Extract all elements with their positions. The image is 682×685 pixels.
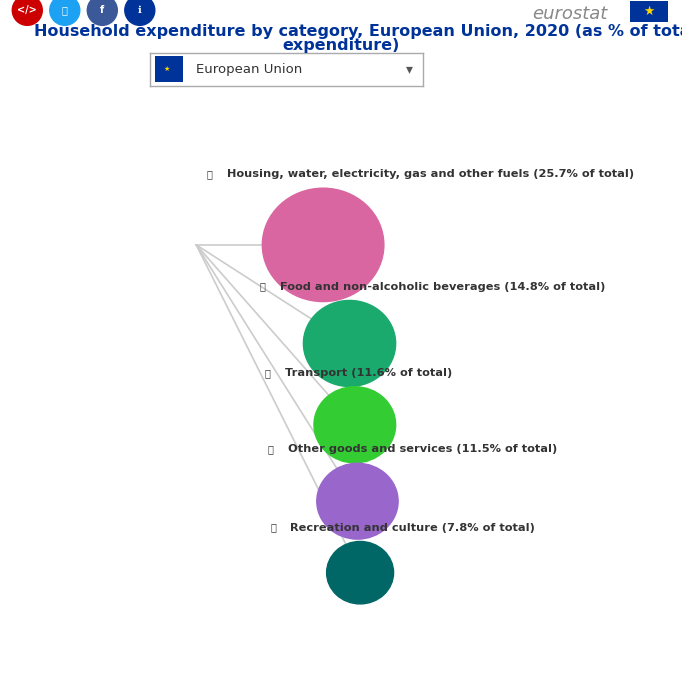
Text: Transport (11.6% of total): Transport (11.6% of total)	[285, 368, 452, 378]
Text: Recreation and culture (7.8% of total): Recreation and culture (7.8% of total)	[291, 523, 535, 532]
Text: </>: </>	[18, 5, 37, 15]
Text: eurostat: eurostat	[532, 5, 607, 23]
Circle shape	[303, 301, 396, 386]
Circle shape	[263, 188, 384, 301]
Text: ℹ: ℹ	[138, 5, 142, 15]
Text: expenditure): expenditure)	[282, 38, 400, 53]
Text: Food and non-alcoholic beverages (14.8% of total): Food and non-alcoholic beverages (14.8% …	[280, 282, 605, 292]
Text: 📊: 📊	[260, 282, 265, 292]
Text: f: f	[100, 5, 104, 15]
Text: 🐦: 🐦	[62, 5, 68, 15]
Text: ▾: ▾	[406, 62, 413, 76]
Circle shape	[314, 387, 396, 463]
Text: 📊: 📊	[207, 169, 213, 179]
Text: 📊: 📊	[265, 368, 271, 378]
Circle shape	[317, 463, 398, 539]
Text: ★: ★	[163, 66, 170, 72]
Text: Other goods and services (11.5% of total): Other goods and services (11.5% of total…	[288, 445, 557, 454]
Circle shape	[327, 541, 394, 604]
Text: Household expenditure by category, European Union, 2020 (as % of total: Household expenditure by category, Europ…	[34, 24, 682, 39]
Text: Housing, water, electricity, gas and other fuels (25.7% of total): Housing, water, electricity, gas and oth…	[227, 169, 634, 179]
Text: 📊: 📊	[270, 523, 276, 532]
Text: 📊: 📊	[267, 445, 273, 454]
Text: ★: ★	[643, 5, 655, 18]
Bar	[155, 56, 183, 82]
Text: European Union: European Union	[196, 63, 303, 75]
